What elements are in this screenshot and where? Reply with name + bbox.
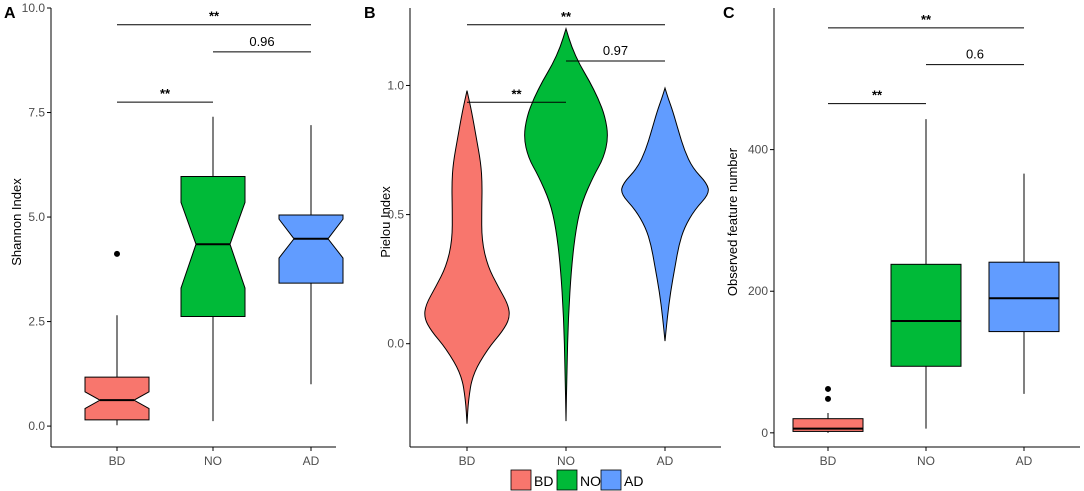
- comparison-label-a-1: 0.96: [249, 34, 274, 49]
- y-axis-title-c: Observed feature number: [725, 147, 740, 296]
- comparison-label-b-2: **: [561, 9, 572, 24]
- y-tick-label-b-1: 0.5: [387, 208, 404, 222]
- box-a-no: [180, 175, 246, 318]
- violin-b-bd: [424, 90, 510, 424]
- violin-b-ad: [621, 86, 709, 342]
- legend-swatch-no: [556, 469, 578, 491]
- x-tick-label-c-no: NO: [917, 454, 935, 468]
- outlier-c-bd-0: [825, 395, 831, 402]
- panel-label-a: A: [4, 5, 16, 22]
- legend-label-no: NO: [580, 473, 601, 489]
- comparison-label-b-0: **: [511, 86, 522, 101]
- x-tick-label-b-no: NO: [557, 454, 575, 468]
- panel-a: A Shannon Index 0.0 2.5 5.0 7.5 10.0 BD NO AD **…: [4, 1, 344, 468]
- y-tick-label-b-0: 0.0: [387, 337, 404, 351]
- y-tick-label-b-2: 1.0: [387, 78, 404, 92]
- comparison-label-a-2: **: [209, 9, 220, 24]
- y-tick-label-a-1: 2.5: [28, 315, 45, 329]
- y-tick-label-a-4: 10.0: [22, 1, 46, 15]
- x-tick-label-a-bd: BD: [109, 454, 126, 468]
- panel-label-c: C: [723, 5, 735, 22]
- legend-label-bd: BD: [534, 473, 553, 489]
- x-tick-label-c-ad: AD: [1016, 454, 1033, 468]
- y-tick-label-c-0: 0: [761, 426, 768, 440]
- legend: BD NO AD: [510, 469, 643, 491]
- box-c-ad: [988, 261, 1060, 333]
- x-tick-label-b-bd: BD: [459, 454, 476, 468]
- x-tick-label-a-no: NO: [204, 454, 222, 468]
- y-axis-title-a: Shannon Index: [9, 178, 24, 266]
- outlier-c-bd-1: [825, 385, 831, 392]
- comparison-label-b-1: 0.97: [603, 43, 628, 58]
- x-tick-label-c-bd: BD: [820, 454, 837, 468]
- legend-swatch-ad: [600, 469, 622, 491]
- legend-label-ad: AD: [624, 473, 643, 489]
- y-tick-label-c-1: 200: [748, 284, 768, 298]
- y-tick-label-c-2: 400: [748, 143, 768, 157]
- y-tick-label-a-0: 0.0: [28, 419, 45, 433]
- y-tick-label-a-3: 7.5: [28, 106, 45, 120]
- box-a-bd: [84, 376, 150, 421]
- comparison-label-c-2: **: [921, 12, 932, 27]
- y-axis-title-b: Pielou Index: [378, 186, 393, 258]
- box-c-no: [890, 263, 962, 367]
- x-tick-label-a-ad: AD: [303, 454, 320, 468]
- violin-b-no: [524, 26, 608, 422]
- x-tick-label-b-ad: AD: [657, 454, 674, 468]
- comparison-label-a-0: **: [160, 86, 171, 101]
- comparison-label-c-1: 0.6: [966, 47, 984, 62]
- box-a-ad: [278, 214, 344, 284]
- y-tick-label-a-2: 5.0: [28, 210, 45, 224]
- comparison-label-c-0: **: [872, 88, 883, 103]
- panel-b: B Pielou Index 0.0 0.5 1.0 BD NO AD ** 0.97 **: [364, 5, 721, 468]
- panel-c: C Observed feature number 0 200 400 BD NO AD *…: [723, 5, 1080, 468]
- outlier-a-bd-0: [114, 250, 120, 257]
- legend-swatch-bd: [510, 469, 532, 491]
- panel-label-b: B: [364, 5, 376, 22]
